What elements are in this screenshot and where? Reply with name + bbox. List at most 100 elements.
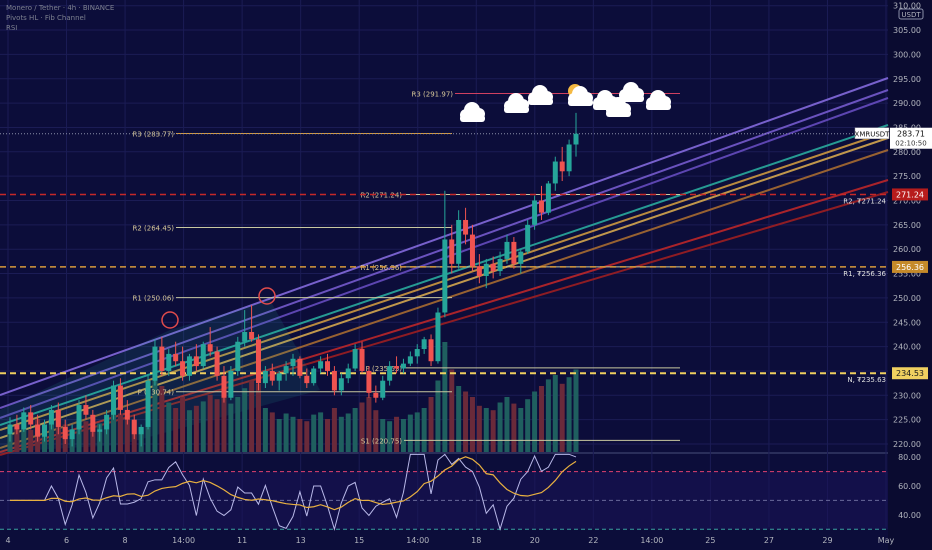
candle-body bbox=[117, 385, 123, 410]
candle bbox=[359, 341, 365, 374]
candle-body bbox=[497, 258, 503, 272]
cloud-base bbox=[646, 103, 671, 110]
symbol-tag-text: XMRUSDT bbox=[855, 131, 891, 139]
candle-body bbox=[90, 414, 96, 432]
volume-bar bbox=[469, 397, 475, 452]
price-tag-n-bg bbox=[892, 367, 928, 380]
candle-body bbox=[483, 263, 489, 276]
candle bbox=[552, 156, 558, 191]
last-price-value: 283.71 bbox=[897, 130, 925, 139]
price-tick-label: 290.00 bbox=[893, 99, 921, 108]
volume-bar bbox=[180, 397, 186, 452]
candle bbox=[380, 375, 386, 401]
candle bbox=[518, 249, 524, 274]
price-axis-panel bbox=[888, 0, 932, 550]
candle-body bbox=[345, 368, 351, 379]
candle-body bbox=[311, 368, 317, 384]
candle-body bbox=[48, 409, 54, 425]
pivot-label: R2 (271.24) bbox=[361, 191, 403, 199]
candle bbox=[235, 336, 241, 376]
volume-bar bbox=[207, 394, 213, 452]
volume-bar bbox=[193, 405, 199, 452]
candle bbox=[387, 361, 393, 386]
candle bbox=[42, 419, 48, 442]
volume-bar bbox=[90, 427, 96, 452]
candle-body bbox=[359, 349, 365, 371]
candle-body bbox=[490, 263, 496, 272]
volume-bar bbox=[449, 369, 455, 452]
currency-badge: USDT bbox=[898, 8, 924, 20]
candle-body bbox=[290, 358, 296, 367]
volume-bar bbox=[249, 380, 255, 452]
candle-body bbox=[511, 241, 517, 264]
volume-bar bbox=[166, 402, 172, 452]
price-tick-label: 275.00 bbox=[893, 172, 921, 181]
volume-bar bbox=[262, 408, 268, 452]
time-tick-label: May bbox=[878, 536, 895, 545]
price-tick-label: 305.00 bbox=[893, 26, 921, 35]
volume-bar bbox=[76, 419, 82, 452]
candle-body bbox=[180, 361, 186, 376]
price-tag-r2-bg bbox=[892, 188, 928, 201]
candle-body bbox=[387, 366, 393, 381]
candle bbox=[407, 351, 413, 367]
candle-body bbox=[304, 375, 310, 384]
candle-body bbox=[200, 344, 206, 367]
candle-body bbox=[476, 266, 482, 276]
candle-body bbox=[421, 339, 427, 350]
volume-bar bbox=[331, 408, 337, 452]
candle bbox=[414, 344, 420, 364]
candle bbox=[145, 375, 151, 430]
volume-bar bbox=[297, 419, 303, 452]
candle bbox=[131, 414, 137, 440]
price-tick-label: 270.00 bbox=[893, 197, 921, 206]
volume-bar bbox=[14, 427, 20, 452]
volume-bar bbox=[407, 414, 413, 452]
volume-bar bbox=[483, 408, 489, 452]
candle-body bbox=[166, 353, 172, 371]
candle bbox=[111, 380, 117, 420]
candle bbox=[469, 224, 475, 272]
candle bbox=[366, 366, 372, 398]
candle bbox=[449, 224, 455, 274]
candle bbox=[249, 305, 255, 342]
volume-bar bbox=[497, 402, 503, 452]
volume-bar bbox=[338, 416, 344, 452]
volume-bar bbox=[304, 421, 310, 452]
candle bbox=[400, 358, 406, 374]
candle-body bbox=[469, 234, 475, 267]
candle-body bbox=[235, 341, 241, 371]
candle-body bbox=[435, 312, 441, 362]
volume-bar bbox=[228, 403, 234, 452]
candle-body bbox=[228, 370, 234, 398]
price-tick-label: 265.00 bbox=[893, 221, 921, 230]
price-tag-r1-bg bbox=[892, 260, 928, 273]
volume-bar bbox=[318, 412, 324, 452]
last-price-bg bbox=[890, 127, 932, 149]
cloud-base bbox=[619, 95, 644, 102]
candle-body bbox=[138, 426, 144, 435]
volume-bar bbox=[400, 419, 406, 452]
volume-bar bbox=[518, 408, 524, 452]
candle bbox=[138, 424, 144, 447]
candle-body bbox=[400, 363, 406, 369]
volume-bar bbox=[559, 383, 565, 452]
candle bbox=[62, 419, 68, 444]
volume-bar bbox=[476, 405, 482, 452]
candle bbox=[28, 405, 34, 430]
candle-body bbox=[538, 200, 544, 213]
symbol-tag-bg bbox=[854, 127, 890, 139]
volume-bar bbox=[221, 386, 227, 452]
volume-bar bbox=[387, 421, 393, 452]
candle-body bbox=[373, 392, 379, 398]
price-tag-r2-text: 271.24 bbox=[896, 190, 924, 199]
indicator-line[interactable]: Pivots HL · Fib Channel bbox=[6, 14, 86, 22]
rsi-indicator-label[interactable]: RSI bbox=[6, 24, 18, 32]
symbol-title[interactable]: Monero / Tether · 4h · BINANCE bbox=[6, 4, 115, 12]
candle-body bbox=[14, 424, 20, 430]
candle bbox=[428, 334, 434, 367]
candle bbox=[497, 251, 503, 276]
candle bbox=[69, 424, 75, 447]
volume-bar bbox=[104, 419, 110, 452]
